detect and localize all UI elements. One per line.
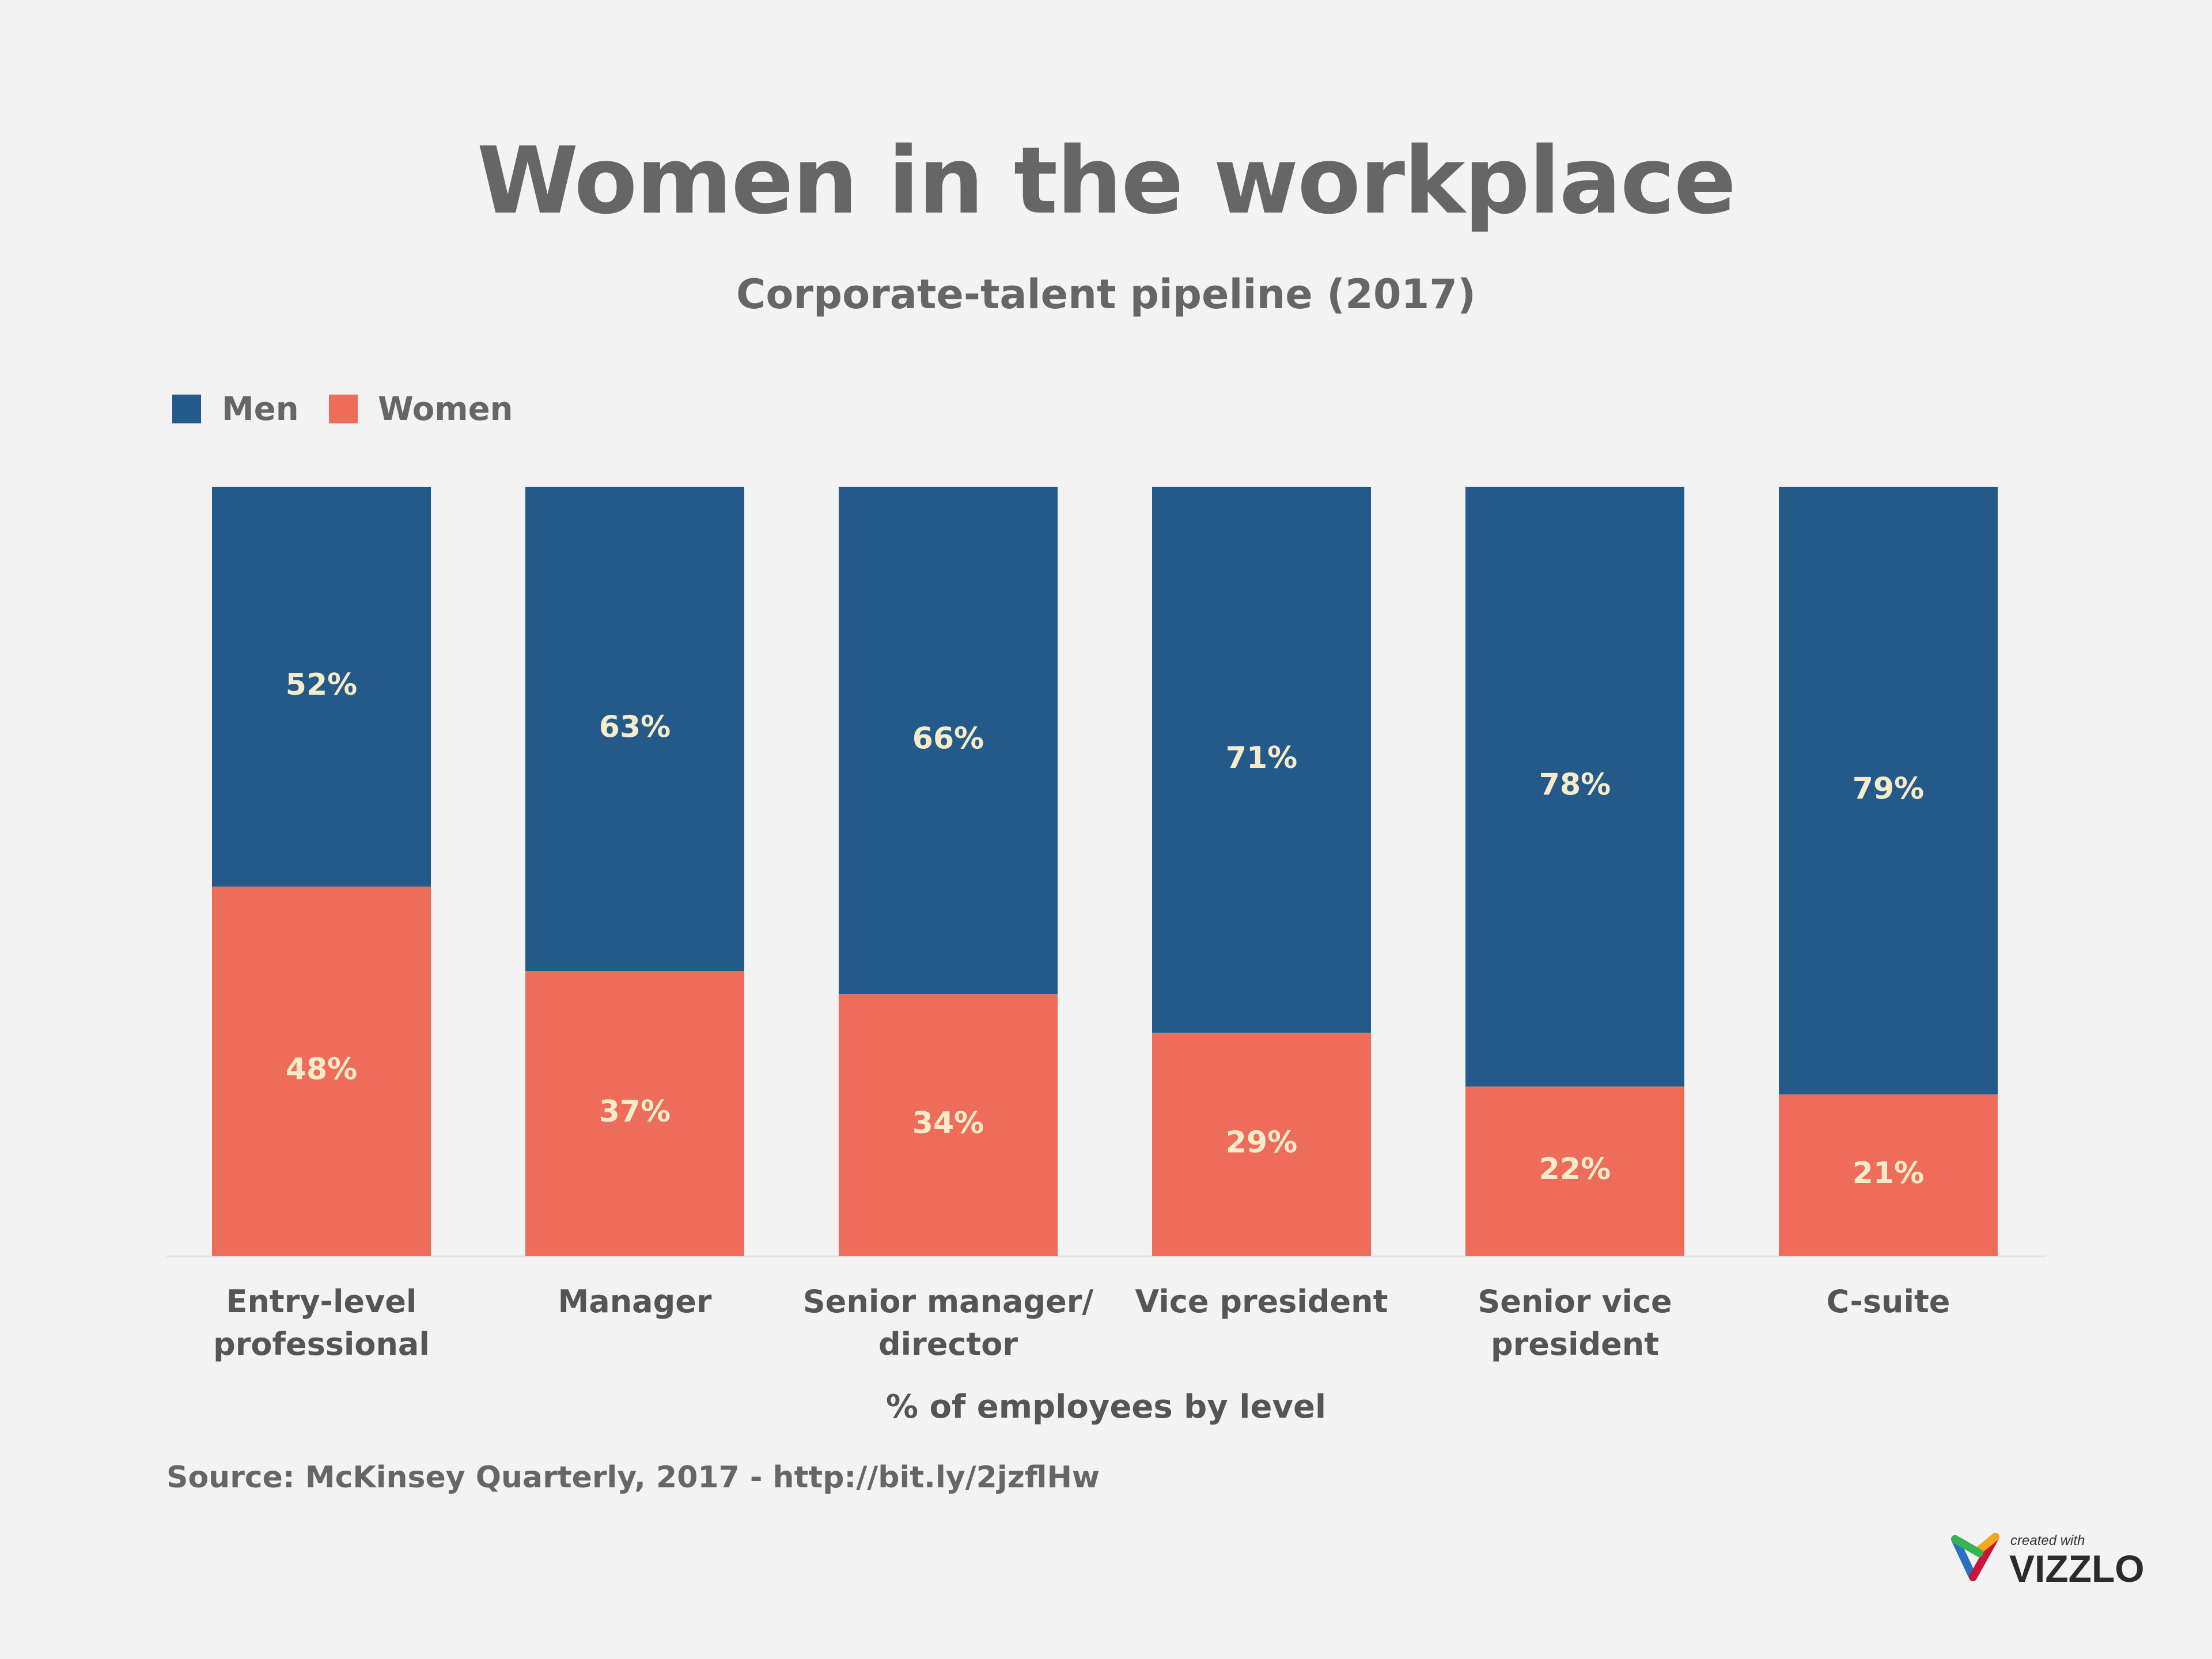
data-label-women: 22%	[1539, 1152, 1611, 1187]
vizzlo-logo: created with VIZZLO	[1947, 1527, 2189, 1590]
svg-text:created with: created with	[2010, 1533, 2085, 1548]
x-tick-label: Senior vice	[1478, 1283, 1672, 1320]
x-tick-label: Vice president	[1135, 1283, 1388, 1320]
x-tick-label: director	[878, 1326, 1018, 1362]
chart-subtitle: Corporate-talent pipeline (2017)	[736, 271, 1476, 318]
chart-title: Women in the workplace	[476, 127, 1736, 234]
data-label-women: 37%	[599, 1094, 671, 1129]
legend-label-women: Women	[378, 391, 513, 428]
x-tick-label: C-suite	[1827, 1283, 1950, 1320]
data-label-women: 48%	[286, 1052, 357, 1087]
bar-men	[839, 487, 1058, 995]
x-tick-label: president	[1491, 1326, 1659, 1362]
x-axis-title: % of employees by level	[885, 1388, 1327, 1426]
bar-women	[1465, 1086, 1684, 1256]
legend-label-men: Men	[222, 391, 299, 428]
bar-women	[1779, 1094, 1998, 1256]
svg-text:VIZZLO: VIZZLO	[2009, 1547, 2145, 1590]
x-tick-label: Entry-level	[226, 1283, 417, 1320]
data-label-men: 66%	[912, 722, 984, 756]
bar-women	[839, 994, 1058, 1256]
bar-men	[1465, 487, 1684, 1087]
vizzlo-mark-icon: created with VIZZLO	[1951, 1533, 2145, 1590]
bar-men	[1152, 487, 1371, 1033]
legend-swatch-women	[329, 395, 358, 423]
bar-men	[1779, 487, 1998, 1094]
data-label-men: 52%	[286, 668, 357, 702]
data-label-women: 34%	[912, 1106, 984, 1141]
bar-women	[1152, 1032, 1371, 1256]
x-tick-label: Manager	[558, 1283, 712, 1320]
data-label-men: 78%	[1539, 768, 1611, 802]
bar-women	[525, 971, 744, 1256]
bar-women	[212, 887, 431, 1256]
bar-men	[525, 487, 744, 972]
data-label-men: 79%	[1853, 771, 1924, 806]
legend-swatch-men	[172, 395, 201, 423]
data-label-women: 29%	[1226, 1125, 1297, 1160]
data-label-men: 71%	[1226, 741, 1297, 775]
source-note: Source: McKinsey Quarterly, 2017 - http:…	[166, 1460, 1100, 1495]
x-tick-label: Senior manager/	[803, 1283, 1093, 1320]
data-label-men: 63%	[599, 710, 671, 745]
x-tick-label: professional	[213, 1326, 430, 1362]
data-label-women: 21%	[1853, 1156, 1924, 1191]
bar-men	[212, 487, 431, 887]
